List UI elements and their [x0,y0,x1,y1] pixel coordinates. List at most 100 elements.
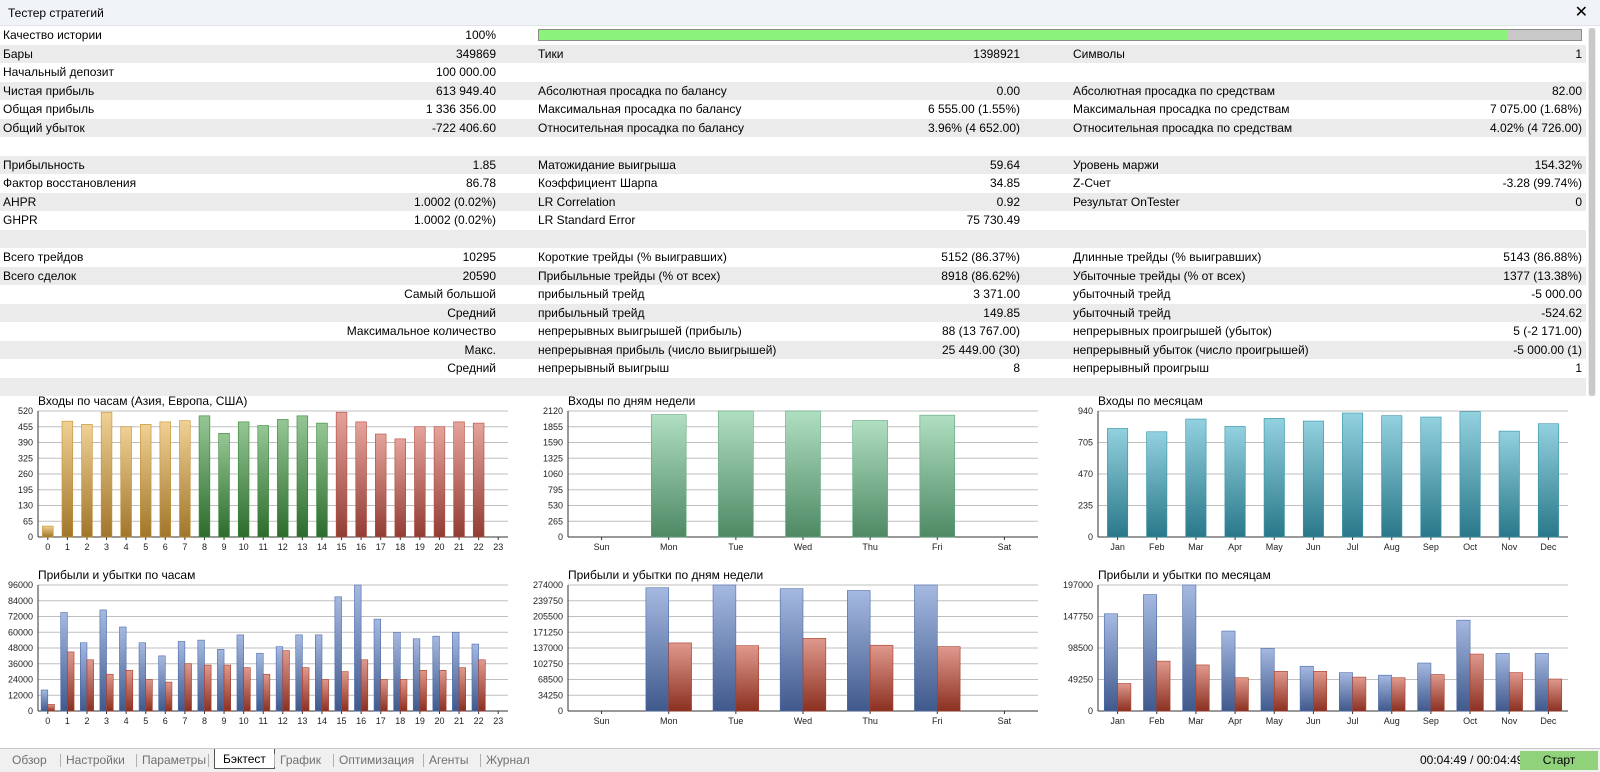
bar [869,644,894,712]
stat-label: прибыльный трейд [538,305,645,320]
x-tick-label: Wed [794,542,812,552]
y-tick-label: 0 [1088,532,1093,542]
tab-separator [423,754,424,767]
bar [275,646,284,712]
y-tick-label: 48000 [8,643,33,653]
stat-label: Фактор восстановления [3,176,137,190]
stat-label: Символы [1073,46,1125,61]
x-tick-label: 9 [222,542,227,552]
bar [100,411,113,538]
bar [223,664,232,712]
bar [355,421,367,538]
stats-row [0,377,1586,396]
x-tick-label: 13 [297,542,307,552]
chart-title: Прибыли и убытки по часам [38,568,195,582]
stat-label: Матожидание выигрыша [538,157,676,172]
bar [302,667,310,712]
bar [125,670,134,712]
tab-3[interactable]: Бэктест [214,749,275,769]
x-tick-label: Thu [862,716,878,726]
bar [197,639,205,712]
y-tick-label: 102750 [533,659,563,669]
x-tick-label: Sat [998,716,1012,726]
y-tick-label: 705 [1078,438,1093,448]
x-tick-label: Mar [1188,716,1204,726]
bar [218,432,230,538]
bar [1508,672,1523,712]
quality-label: Качество истории [3,28,102,42]
stat-label: Общая прибыль [3,102,95,116]
bar [735,645,759,712]
y-tick-label: 470 [1078,469,1093,479]
bar [198,415,211,538]
stat-label: Тики [538,46,564,61]
x-tick-label: 12 [278,542,288,552]
x-tick-label: Jan [1110,542,1125,552]
stat-label: Результат OnTester [1073,194,1180,209]
stats-row-quality: Качество истории 100% [0,26,1586,45]
close-icon[interactable]: ✕ [1574,4,1588,21]
bar [439,670,447,712]
x-tick-label: 1 [65,542,70,552]
bar [919,414,956,538]
x-tick-label: 14 [317,716,327,726]
bar [204,664,212,712]
tab-1[interactable]: Настройки [66,753,125,767]
bar [375,433,387,538]
y-tick-label: 1325 [543,453,563,463]
x-tick-label: 18 [395,542,405,552]
x-tick-label: 13 [297,716,307,726]
start-button[interactable]: Старт [1520,751,1598,770]
vertical-scrollbar[interactable] [1588,28,1596,396]
x-tick-label: 15 [337,716,347,726]
bar [1498,430,1520,538]
tab-0[interactable]: Обзор [12,753,47,767]
tab-7[interactable]: Журнал [486,753,530,767]
x-tick-label: 17 [376,542,386,552]
bar [1234,677,1249,712]
tab-4[interactable]: График [280,753,321,767]
bar [145,679,153,712]
bar [847,590,871,712]
stat-label: непрерывный выигрыш [538,361,670,375]
bar [712,584,737,712]
stats-row: AHPR 1.0002 (0.02%) LR Correlation 0.92 Резу… [0,192,1586,211]
bar [316,422,328,538]
bar [458,667,466,712]
y-tick-label: 0 [1088,706,1093,716]
stat-value: 349869 [455,46,496,61]
quality-value: 100% [465,28,496,42]
bar [1302,420,1324,538]
tab-5[interactable]: Оптимизация [339,753,415,767]
bar [1342,412,1364,538]
tab-separator [60,754,61,767]
y-tick-label: 530 [548,501,563,511]
y-tick-label: 940 [1078,406,1093,416]
bar [1459,411,1481,538]
bar [282,650,290,712]
x-tick-label: Sep [1423,716,1439,726]
y-tick-label: 1590 [543,438,563,448]
tab-6[interactable]: Агенты [429,753,469,767]
stat-label: LR Correlation [538,194,616,209]
tab-2[interactable]: Параметры [142,753,206,767]
stats-row: Чистая прибыль 613 949.40 Абсолютная проса… [0,81,1586,100]
chart-pnl-by-month: Прибыли и убытки по месяцам 0 49250 98500 14… [1060,567,1580,741]
bar [1260,648,1275,712]
bar [80,642,88,712]
y-tick-label: 235 [1078,501,1093,511]
scrollbar-thumb[interactable] [1589,28,1595,396]
bar [314,634,323,712]
bar [1224,426,1246,538]
stat-label: AHPR [3,194,37,209]
chart-title: Входы по часам (Азия, Европа, США) [38,394,247,408]
bar [1548,678,1563,712]
stat-label: Максимальная просадка по средствам [1073,102,1290,116]
bar [47,704,55,712]
stat-value: 86.78 [465,176,496,190]
stat-label: Короткие трейды (% выигравших) [538,250,727,264]
tab-separator [274,754,275,767]
bar [1221,630,1236,712]
x-tick-label: Mon [660,542,678,552]
bar [257,425,269,538]
